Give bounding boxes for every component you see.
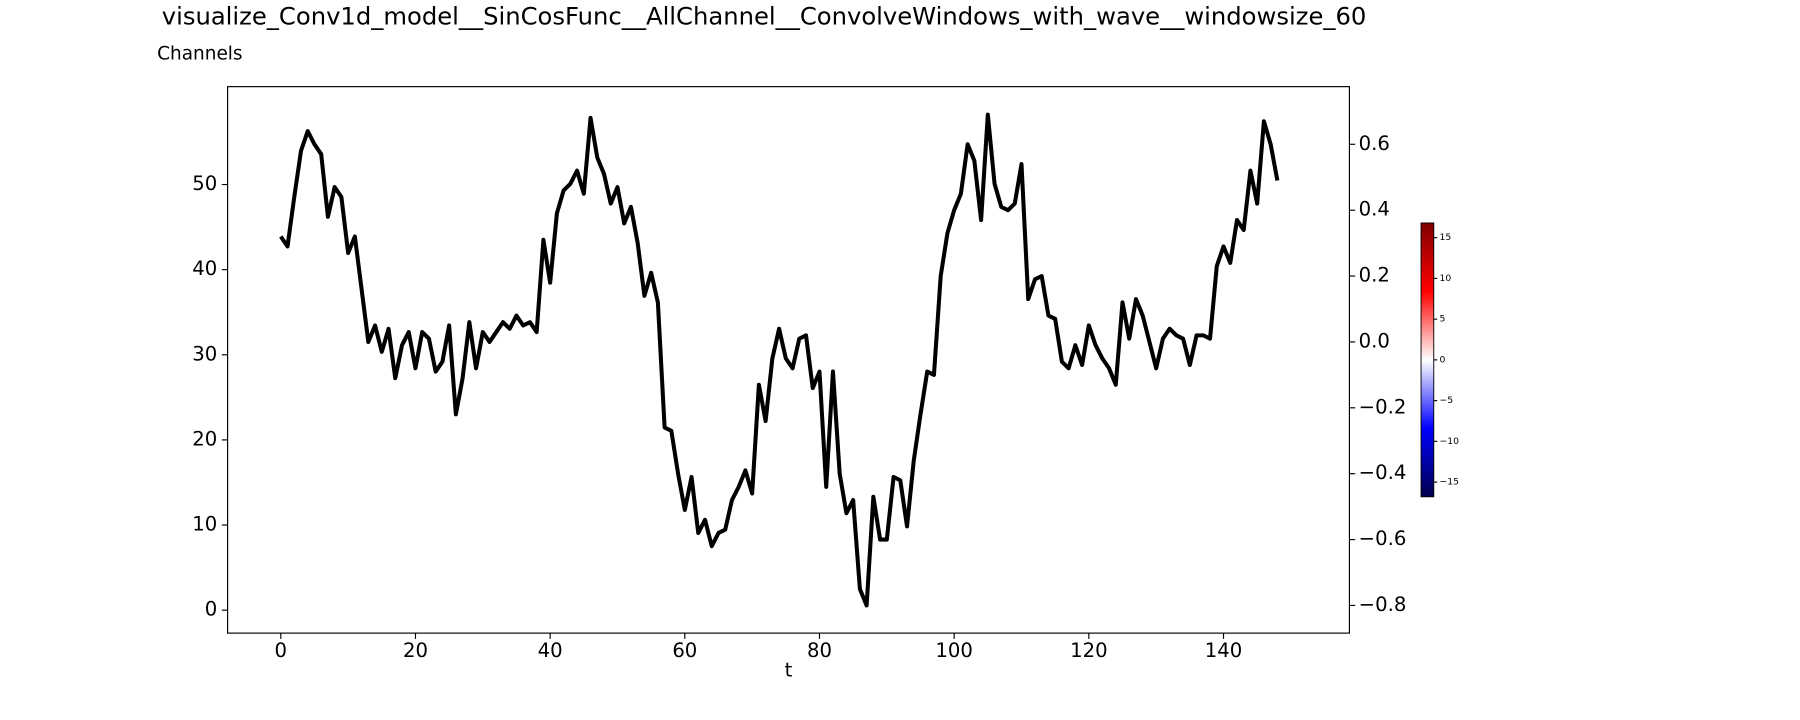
y2-tick-label: −0.6 — [1359, 527, 1407, 550]
x-tick-label: 20 — [403, 639, 428, 662]
y2-tick-label: 0.2 — [1359, 264, 1390, 287]
x-axis-label: t — [785, 659, 793, 682]
colorbar-tick-label: −15 — [1440, 477, 1460, 488]
y-tick-label: 10 — [192, 513, 217, 536]
x-tick-label: 80 — [807, 639, 832, 662]
y2-tick-label: −0.2 — [1359, 395, 1407, 418]
x-tick-label: 140 — [1205, 639, 1242, 662]
colorbar-tick-label: 10 — [1440, 273, 1452, 284]
colorbar — [1420, 222, 1435, 498]
y-tick-label: 40 — [192, 257, 217, 280]
x-tick-label: 60 — [672, 639, 697, 662]
line-series — [279, 112, 1280, 608]
chart-title: visualize_Conv1d_model__SinCosFunc__AllC… — [162, 1, 1367, 30]
y2-tick-label: −0.8 — [1359, 593, 1407, 616]
y2-tick-label: 0.4 — [1359, 198, 1390, 221]
y2-tick-label: 0.6 — [1359, 132, 1390, 155]
y-axis-label: Channels — [157, 43, 242, 64]
colorbar-tick-label: 0 — [1440, 354, 1446, 365]
plot-frame — [227, 86, 1350, 634]
y2-tick-label: 0.0 — [1359, 329, 1390, 352]
y-tick-label: 50 — [192, 172, 217, 195]
y-tick-label: 20 — [192, 427, 217, 450]
x-tick-label: 40 — [538, 639, 563, 662]
x-tick-label: 0 — [275, 639, 288, 662]
x-tick-label: 120 — [1070, 639, 1107, 662]
colorbar-tick-label: 15 — [1440, 232, 1452, 243]
y-tick-label: 0 — [205, 598, 218, 621]
colorbar-tick-label: −10 — [1440, 436, 1460, 447]
x-tick-label: 100 — [935, 639, 972, 662]
y2-tick-label: −0.4 — [1359, 461, 1407, 484]
colorbar-tick-label: −5 — [1440, 395, 1454, 406]
y-tick-label: 30 — [192, 342, 217, 365]
colorbar-tick-label: 5 — [1440, 314, 1446, 325]
